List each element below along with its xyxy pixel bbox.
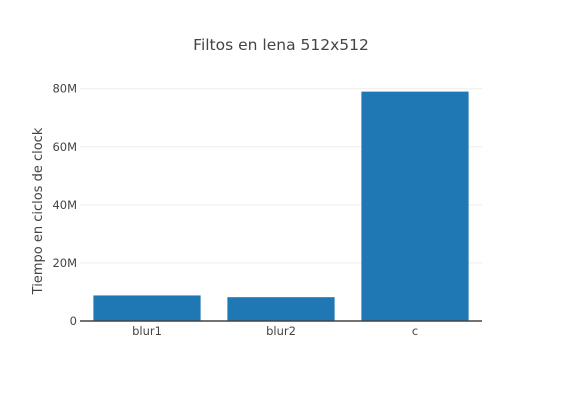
x-tick-label: c xyxy=(412,324,418,338)
bar-c xyxy=(361,91,469,321)
y-tick-label: 60M xyxy=(52,140,77,154)
bar-blur1 xyxy=(93,295,201,321)
tick-labels: 0 20M 40M 60M 80M blur1 blur2 c xyxy=(52,82,418,338)
bar-blur2 xyxy=(227,297,335,321)
bars xyxy=(93,91,469,321)
y-tick-label: 0 xyxy=(70,314,77,328)
x-tick-label: blur2 xyxy=(266,324,296,338)
x-tick-label: blur1 xyxy=(132,324,162,338)
chart-title: Filtos en lena 512x512 xyxy=(193,36,369,54)
y-tick-label: 20M xyxy=(52,256,77,270)
y-tick-label: 40M xyxy=(52,198,77,212)
y-tick-label: 80M xyxy=(52,82,77,96)
y-axis-title: Tiempo en ciclos de clock xyxy=(31,127,46,295)
